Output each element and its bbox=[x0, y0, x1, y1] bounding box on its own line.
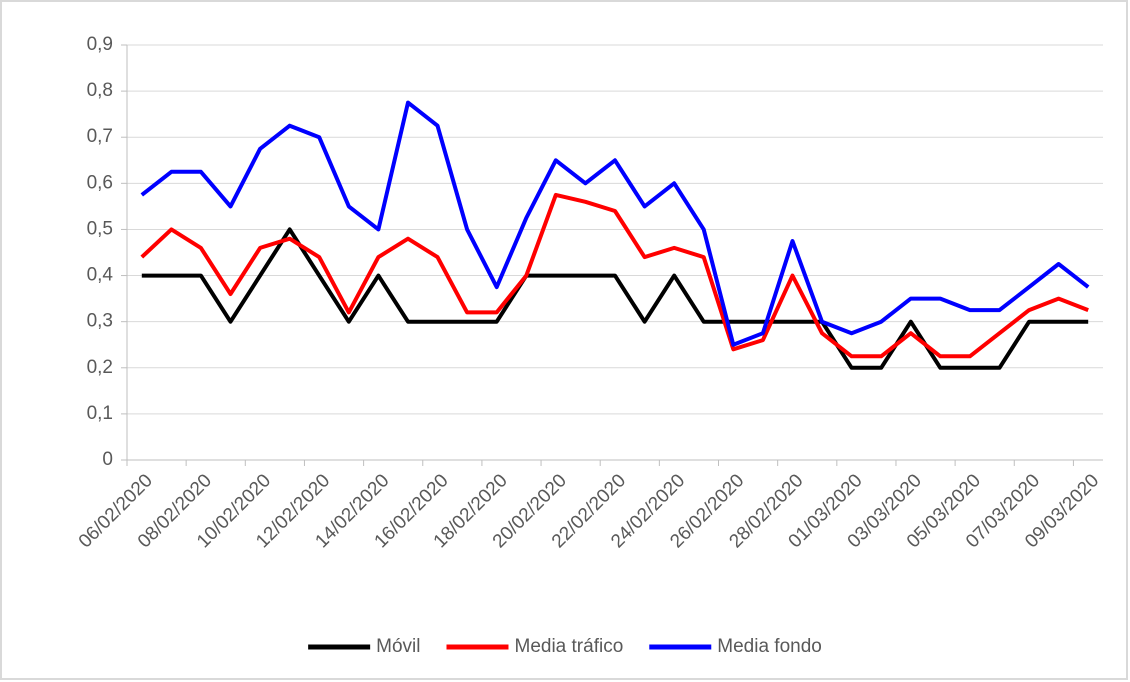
y-tick-label: 0,9 bbox=[87, 34, 113, 55]
legend-item: Móvil bbox=[308, 636, 420, 657]
y-tick-label: 0,2 bbox=[87, 357, 113, 378]
y-tick-label: 0,1 bbox=[87, 403, 113, 424]
legend-label: Móvil bbox=[376, 636, 420, 657]
y-tick-label: 0,4 bbox=[87, 265, 114, 286]
legend-label: Media tráfico bbox=[514, 636, 623, 657]
series-line bbox=[140, 100, 1090, 347]
legend-label: Media fondo bbox=[717, 636, 822, 657]
y-tick-label: 0,7 bbox=[87, 126, 113, 147]
y-tick-label: 0 bbox=[102, 449, 113, 470]
y-tick-label: 0,3 bbox=[87, 311, 113, 332]
y-tick-label: 0,8 bbox=[87, 80, 113, 101]
y-tick-label: 0,5 bbox=[87, 218, 113, 239]
y-tick-label: 0,6 bbox=[87, 172, 113, 193]
series-line bbox=[140, 192, 1089, 359]
legend-item: Media tráfico bbox=[446, 636, 623, 657]
legend-item: Media fondo bbox=[649, 636, 822, 657]
